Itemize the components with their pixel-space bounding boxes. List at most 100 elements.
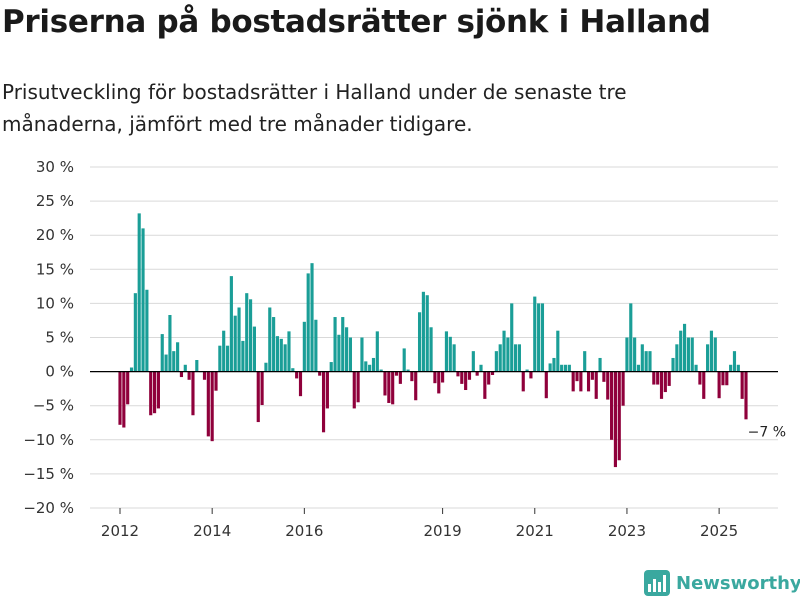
- bar: [352, 371, 356, 409]
- bar: [310, 263, 314, 372]
- bar: [387, 371, 391, 403]
- bar: [295, 371, 299, 379]
- bar: [494, 351, 498, 372]
- y-tick-label: 20 %: [36, 226, 74, 244]
- x-tick-label: 2014: [193, 522, 231, 540]
- bar: [679, 330, 683, 372]
- bar: [371, 357, 376, 372]
- bar: [206, 371, 210, 437]
- bar: [195, 360, 199, 372]
- bar: [556, 330, 560, 372]
- annotations: −7 %: [748, 424, 786, 440]
- bar: [337, 334, 341, 372]
- bar: [702, 371, 706, 399]
- bar: [222, 330, 226, 372]
- bar: [152, 371, 157, 414]
- bar: [218, 345, 222, 372]
- bar: [356, 371, 360, 403]
- bar: [187, 371, 191, 380]
- bar: [126, 371, 130, 405]
- bar: [736, 364, 740, 372]
- bar: [740, 371, 744, 399]
- bar: [318, 371, 322, 376]
- bar: [533, 296, 537, 372]
- bar: [663, 371, 667, 393]
- bar: [145, 289, 149, 372]
- x-tick-label: 2019: [424, 522, 462, 540]
- bar: [375, 331, 379, 372]
- bar: [118, 371, 122, 425]
- bar: [214, 371, 218, 391]
- bar: [479, 364, 483, 372]
- y-tick-label: −5 %: [33, 397, 74, 415]
- bar: [237, 307, 241, 372]
- bar: [586, 371, 591, 392]
- x-tick-label: 2016: [285, 522, 323, 540]
- bar: [729, 364, 733, 372]
- bar: [183, 364, 187, 372]
- y-tick-label: −20 %: [23, 499, 74, 517]
- bar: [583, 351, 587, 372]
- bar: [306, 273, 310, 372]
- bar: [345, 327, 349, 372]
- bar: [137, 213, 141, 372]
- x-axis-ticks: 2012 2014 2016 2019 2021 2023 2025: [101, 508, 738, 540]
- bar: [498, 344, 502, 372]
- bar: [598, 357, 602, 372]
- bar: [160, 334, 164, 372]
- bar: [348, 337, 353, 372]
- bar: [156, 371, 160, 409]
- bar: [706, 344, 710, 372]
- bar: [725, 371, 729, 386]
- bar: [594, 371, 598, 399]
- bar: [540, 303, 545, 372]
- bar: [617, 371, 621, 461]
- bar: [245, 293, 249, 372]
- bar: [506, 337, 510, 372]
- bar: [640, 344, 644, 372]
- bar: [129, 367, 134, 372]
- bar: [398, 371, 402, 384]
- bar: [621, 371, 625, 406]
- bar: [329, 362, 333, 372]
- bar: [341, 317, 345, 372]
- x-tick-label: 2012: [101, 522, 139, 540]
- bar: [709, 330, 714, 372]
- bar: [510, 303, 514, 372]
- bar: [172, 351, 176, 372]
- bar: [448, 336, 452, 372]
- bar: [268, 307, 272, 372]
- y-tick-label: −15 %: [23, 465, 74, 483]
- bar: [452, 344, 456, 372]
- bar: [698, 371, 702, 385]
- bar: [425, 295, 429, 372]
- x-tick-label: 2025: [700, 522, 738, 540]
- bar: [552, 357, 556, 372]
- bar: [502, 330, 506, 372]
- bar: [513, 344, 518, 372]
- bar: [202, 371, 207, 380]
- bar: [225, 345, 230, 372]
- bar: [467, 371, 472, 380]
- bars: [118, 213, 748, 468]
- bar: [629, 303, 633, 372]
- y-tick-label: −10 %: [23, 431, 74, 449]
- y-tick-label: 15 %: [36, 260, 74, 278]
- bar: [713, 337, 717, 372]
- bar: [368, 364, 372, 372]
- bar: [410, 371, 414, 382]
- bar: [560, 364, 564, 372]
- bar: [460, 371, 464, 384]
- bar: [383, 371, 387, 396]
- bar: [272, 317, 276, 372]
- bar: [176, 342, 180, 372]
- bar: [579, 371, 583, 392]
- bar: [122, 371, 126, 428]
- bar: [421, 291, 425, 372]
- bar: [298, 371, 303, 397]
- bar: [321, 371, 326, 433]
- bar: [690, 337, 694, 372]
- bar: [648, 351, 652, 372]
- bar: [671, 357, 675, 372]
